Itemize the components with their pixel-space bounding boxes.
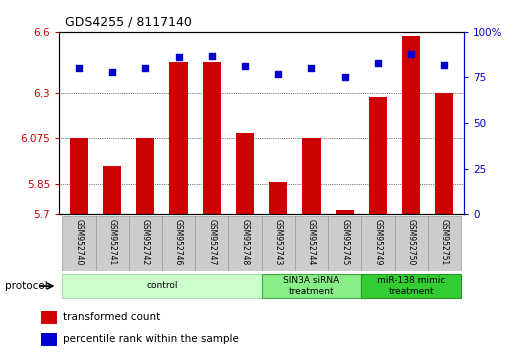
Text: GDS4255 / 8117140: GDS4255 / 8117140 [65,16,192,29]
Bar [203,62,221,214]
Bar [361,274,461,298]
Point [440,62,448,68]
Bar [435,93,453,214]
Bar [262,274,361,298]
Point [141,65,149,71]
Text: GSM952750: GSM952750 [407,219,416,265]
Point [208,53,216,58]
Bar [336,210,354,214]
Bar [41,333,56,346]
Bar [295,216,328,271]
Text: control: control [146,281,177,290]
Text: GSM952743: GSM952743 [274,219,283,265]
Text: GSM952749: GSM952749 [373,219,382,265]
Bar [41,311,56,324]
Bar [62,274,262,298]
Text: GSM952751: GSM952751 [440,219,449,265]
Point [174,55,183,60]
Bar [195,216,228,271]
Point [374,60,382,66]
Text: GSM952741: GSM952741 [108,219,116,265]
Text: GSM952744: GSM952744 [307,219,316,265]
Point [341,75,349,80]
Text: GSM952742: GSM952742 [141,219,150,265]
Bar [428,216,461,271]
Text: GSM952745: GSM952745 [340,219,349,265]
Bar [236,133,254,214]
Bar [169,62,188,214]
Point [407,51,415,57]
Text: GSM952748: GSM952748 [241,219,249,265]
Bar [269,182,287,214]
Bar [361,216,394,271]
Bar [136,138,154,214]
Text: percentile rank within the sample: percentile rank within the sample [63,335,239,344]
Point [75,65,83,71]
Bar [70,138,88,214]
Bar [402,36,420,214]
Point [307,65,315,71]
Bar [302,138,321,214]
Bar [328,216,361,271]
Bar [95,216,129,271]
Text: GSM952740: GSM952740 [74,219,84,265]
Text: SIN3A siRNA
treatment: SIN3A siRNA treatment [283,276,340,296]
Bar [103,166,121,214]
Bar [129,216,162,271]
Text: miR-138 mimic
treatment: miR-138 mimic treatment [377,276,445,296]
Text: GSM952746: GSM952746 [174,219,183,265]
Bar [369,97,387,214]
Bar [162,216,195,271]
Text: transformed count: transformed count [63,312,160,322]
Bar [228,216,262,271]
Point [108,69,116,75]
Bar [262,216,295,271]
Point [241,64,249,69]
Text: GSM952747: GSM952747 [207,219,216,265]
Bar [62,216,95,271]
Bar [394,216,428,271]
Point [274,71,282,76]
Text: protocol: protocol [5,281,48,291]
